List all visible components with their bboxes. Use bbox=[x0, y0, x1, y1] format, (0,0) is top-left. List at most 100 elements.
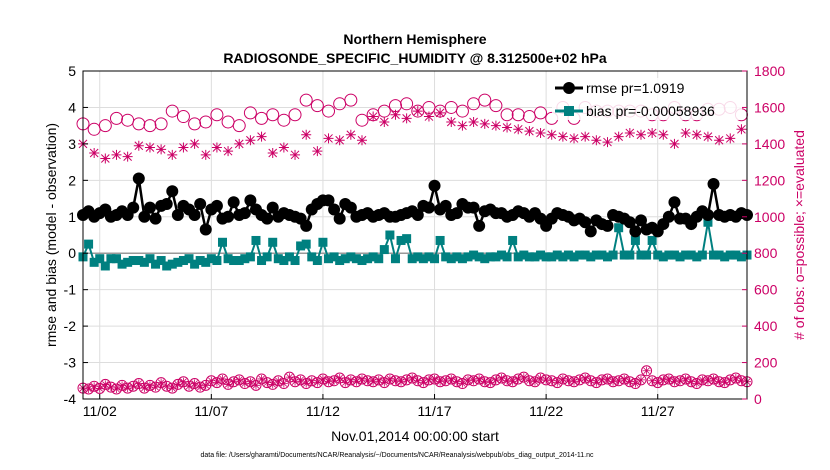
bias-point bbox=[190, 259, 200, 269]
obs-lower-asterisk bbox=[101, 380, 110, 389]
bias-point bbox=[184, 254, 194, 264]
rmse-point bbox=[422, 201, 435, 214]
obs-lower-asterisk bbox=[118, 381, 127, 390]
obs-lower-asterisk bbox=[246, 377, 255, 386]
obs-lower-circle bbox=[629, 378, 641, 390]
obs-possible-point bbox=[489, 99, 503, 113]
obs-lower-asterisk bbox=[145, 381, 154, 390]
obs-possible-point bbox=[109, 111, 123, 125]
obs-evaluated-point bbox=[312, 146, 323, 157]
obs-lower-asterisk bbox=[597, 375, 606, 384]
obs-evaluated-point bbox=[379, 117, 390, 128]
obs-lower-circle bbox=[222, 378, 234, 390]
obs-lower-asterisk bbox=[318, 374, 327, 383]
obs-lower-asterisk bbox=[224, 380, 233, 389]
obs-evaluated-point bbox=[502, 122, 513, 133]
obs-lower-circle bbox=[484, 377, 496, 389]
obs-lower-asterisk bbox=[430, 374, 439, 383]
obs-lower-asterisk bbox=[151, 383, 160, 392]
bias-point bbox=[485, 252, 495, 262]
obs-lower-circle bbox=[473, 373, 485, 385]
obs-evaluated-point bbox=[635, 129, 646, 140]
obs-lower-circle bbox=[233, 374, 245, 386]
bias-point bbox=[508, 235, 518, 245]
right-axis: 0 200 400 600 800 1000 1200 1400 1600 1800 bbox=[742, 63, 785, 407]
obs-lower-circle bbox=[345, 374, 357, 386]
obs-lower-asterisk bbox=[285, 373, 294, 382]
bias-point bbox=[413, 252, 423, 262]
bias-point bbox=[173, 257, 183, 267]
obs-lower-circle bbox=[256, 373, 268, 385]
y-axis-left-label: rmse and bias (model - observation) bbox=[43, 123, 59, 347]
obs-lower-asterisk bbox=[681, 374, 690, 383]
obs-lower-asterisk bbox=[631, 379, 640, 388]
bias-point bbox=[591, 250, 601, 260]
obs-evaluated-point bbox=[189, 138, 200, 149]
rmse-series bbox=[77, 172, 753, 238]
obs-lower-circle bbox=[373, 374, 385, 386]
obs-possible-point bbox=[467, 97, 481, 111]
obs-lower-circle bbox=[306, 375, 318, 387]
obs-lower-circle bbox=[456, 378, 468, 390]
obs-lower-asterisk bbox=[715, 377, 724, 386]
obs-lower-asterisk bbox=[324, 377, 333, 386]
obs-lower-circle bbox=[512, 373, 524, 385]
bias-point bbox=[268, 237, 278, 247]
obs-evaluated-point bbox=[245, 135, 256, 146]
bias-point bbox=[720, 252, 730, 262]
obs-evaluated-point bbox=[200, 149, 211, 160]
x-tick-label: 11/02 bbox=[83, 403, 117, 419]
bias-point bbox=[229, 256, 239, 266]
obs-lower-circle bbox=[244, 376, 256, 388]
footnote: data file: /Users/gharamti/Documents/NCA… bbox=[200, 452, 594, 459]
obs-evaluated-point bbox=[256, 131, 267, 142]
obs-lower-asterisk bbox=[486, 378, 495, 387]
obs-lower-circle bbox=[295, 374, 307, 386]
obs-lower-asterisk bbox=[687, 377, 696, 386]
obs-lower-asterisk bbox=[157, 378, 166, 387]
obs-lower-asterisk bbox=[424, 375, 433, 384]
rmse-point bbox=[634, 214, 647, 227]
obs-lower-asterisk bbox=[547, 376, 556, 385]
obs-possible-point bbox=[87, 122, 101, 136]
bias-point bbox=[697, 250, 707, 260]
obs-lower-circle bbox=[367, 376, 379, 388]
obs-lower-circle bbox=[384, 373, 396, 385]
y-right-tick-label: 1800 bbox=[754, 63, 785, 79]
bias-point bbox=[619, 250, 629, 260]
obs-lower-circle bbox=[691, 378, 703, 390]
obs-lower-asterisk bbox=[335, 374, 344, 383]
obs-lower-asterisk bbox=[413, 376, 422, 385]
bias-point bbox=[575, 250, 585, 260]
obs-possible-point bbox=[288, 108, 302, 122]
obs-lower-asterisk bbox=[609, 377, 618, 386]
obs-possible-point bbox=[221, 115, 235, 129]
obs-lower-circle bbox=[646, 375, 658, 387]
obs-lower-asterisk bbox=[592, 378, 601, 387]
y-left-tick-label: 1 bbox=[68, 209, 76, 225]
bias-point bbox=[279, 256, 289, 266]
y-right-tick-label: 600 bbox=[754, 282, 778, 298]
obs-lower-circle bbox=[278, 378, 290, 390]
rmse-point bbox=[333, 212, 346, 225]
obs-evaluated-point bbox=[580, 131, 591, 142]
obs-lower-asterisk bbox=[525, 376, 534, 385]
obs-lower-circle bbox=[590, 377, 602, 389]
legend-bias-entry: bias pr=-0.00058936 bbox=[555, 103, 715, 119]
bias-point bbox=[223, 254, 233, 264]
bias-point bbox=[312, 256, 322, 266]
legend: rmse pr=1.0919 bias pr=-0.00058936 bbox=[552, 78, 742, 120]
obs-lower-circle bbox=[110, 383, 122, 395]
obs-lower-asterisk bbox=[313, 378, 322, 387]
bias-point bbox=[212, 256, 222, 266]
y-right-tick-label: 200 bbox=[754, 355, 778, 371]
obs-lower-circle bbox=[261, 377, 273, 389]
rmse-point bbox=[194, 198, 207, 211]
obs-lower-asterisk bbox=[625, 377, 634, 386]
obs-lower-circle bbox=[674, 375, 686, 387]
bias-point bbox=[647, 235, 657, 245]
obs-possible-point bbox=[154, 117, 168, 131]
obs-lower-circle bbox=[490, 374, 502, 386]
obs-lower-circle bbox=[680, 373, 692, 385]
obs-lower-asterisk bbox=[436, 377, 445, 386]
